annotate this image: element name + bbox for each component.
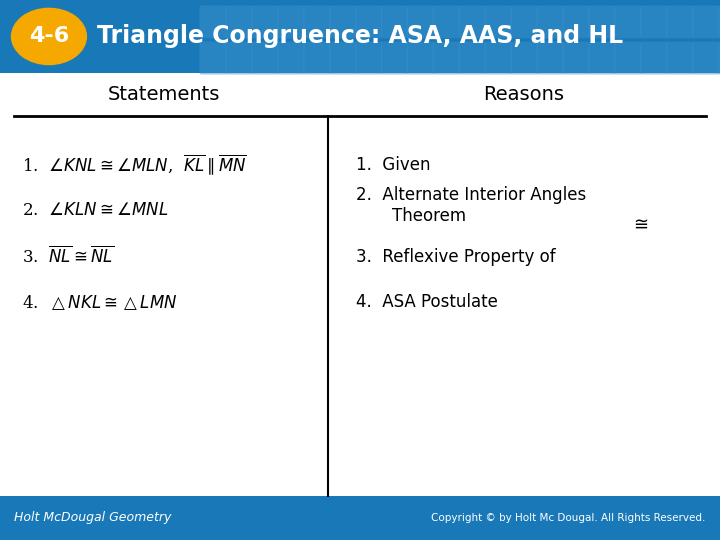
FancyBboxPatch shape [640, 5, 667, 38]
FancyBboxPatch shape [381, 5, 408, 38]
FancyBboxPatch shape [459, 5, 486, 38]
FancyBboxPatch shape [614, 5, 642, 38]
FancyBboxPatch shape [251, 5, 279, 38]
FancyBboxPatch shape [666, 5, 693, 38]
FancyBboxPatch shape [692, 5, 719, 38]
Text: 2.  Alternate Interior Angles: 2. Alternate Interior Angles [356, 186, 587, 205]
FancyBboxPatch shape [0, 0, 720, 73]
FancyBboxPatch shape [588, 42, 616, 75]
FancyBboxPatch shape [407, 42, 434, 75]
FancyBboxPatch shape [277, 5, 305, 38]
FancyBboxPatch shape [536, 42, 564, 75]
FancyBboxPatch shape [381, 42, 408, 75]
FancyBboxPatch shape [614, 42, 642, 75]
FancyBboxPatch shape [485, 42, 512, 75]
FancyBboxPatch shape [510, 42, 538, 75]
Text: Holt McDougal Geometry: Holt McDougal Geometry [14, 511, 172, 524]
Circle shape [12, 8, 86, 64]
FancyBboxPatch shape [588, 5, 616, 38]
Text: Statements: Statements [107, 85, 220, 104]
FancyBboxPatch shape [199, 42, 227, 75]
Text: Theorem: Theorem [392, 207, 467, 225]
Text: 1.  $\angle KNL \cong \angle MLN$,  $\overline{KL} \parallel \overline{MN}$: 1. $\angle KNL \cong \angle MLN$, $\over… [22, 152, 246, 177]
FancyBboxPatch shape [485, 5, 512, 38]
FancyBboxPatch shape [640, 42, 667, 75]
FancyBboxPatch shape [303, 42, 330, 75]
FancyBboxPatch shape [355, 5, 382, 38]
FancyBboxPatch shape [459, 42, 486, 75]
FancyBboxPatch shape [199, 5, 227, 38]
FancyBboxPatch shape [562, 42, 590, 75]
Text: 4.  $\triangle NKL \cong \triangle LMN$: 4. $\triangle NKL \cong \triangle LMN$ [22, 293, 177, 312]
Text: 4-6: 4-6 [29, 26, 69, 46]
FancyBboxPatch shape [536, 5, 564, 38]
FancyBboxPatch shape [329, 5, 356, 38]
FancyBboxPatch shape [433, 5, 460, 38]
Text: Triangle Congruence: ASA, AAS, and HL: Triangle Congruence: ASA, AAS, and HL [97, 24, 624, 49]
FancyBboxPatch shape [433, 42, 460, 75]
FancyBboxPatch shape [666, 42, 693, 75]
Text: $\cong$: $\cong$ [630, 215, 649, 233]
Text: Reasons: Reasons [483, 85, 564, 104]
FancyBboxPatch shape [277, 42, 305, 75]
FancyBboxPatch shape [355, 42, 382, 75]
FancyBboxPatch shape [225, 42, 253, 75]
FancyBboxPatch shape [510, 5, 538, 38]
Text: Copyright © by Holt Mc Dougal. All Rights Reserved.: Copyright © by Holt Mc Dougal. All Right… [431, 513, 706, 523]
Text: 4.  ASA Postulate: 4. ASA Postulate [356, 293, 498, 312]
FancyBboxPatch shape [303, 5, 330, 38]
Text: 3.  Reflexive Property of: 3. Reflexive Property of [356, 247, 556, 266]
Text: 2.  $\angle KLN \cong \angle MNL$: 2. $\angle KLN \cong \angle MNL$ [22, 202, 168, 219]
FancyBboxPatch shape [251, 42, 279, 75]
FancyBboxPatch shape [329, 42, 356, 75]
FancyBboxPatch shape [0, 496, 720, 540]
FancyBboxPatch shape [718, 42, 720, 75]
FancyBboxPatch shape [225, 5, 253, 38]
FancyBboxPatch shape [407, 5, 434, 38]
Text: 3.  $\overline{NL} \cong \overline{NL}$: 3. $\overline{NL} \cong \overline{NL}$ [22, 246, 114, 267]
Text: 1.  Given: 1. Given [356, 156, 431, 174]
FancyBboxPatch shape [692, 42, 719, 75]
FancyBboxPatch shape [562, 5, 590, 38]
FancyBboxPatch shape [718, 5, 720, 38]
